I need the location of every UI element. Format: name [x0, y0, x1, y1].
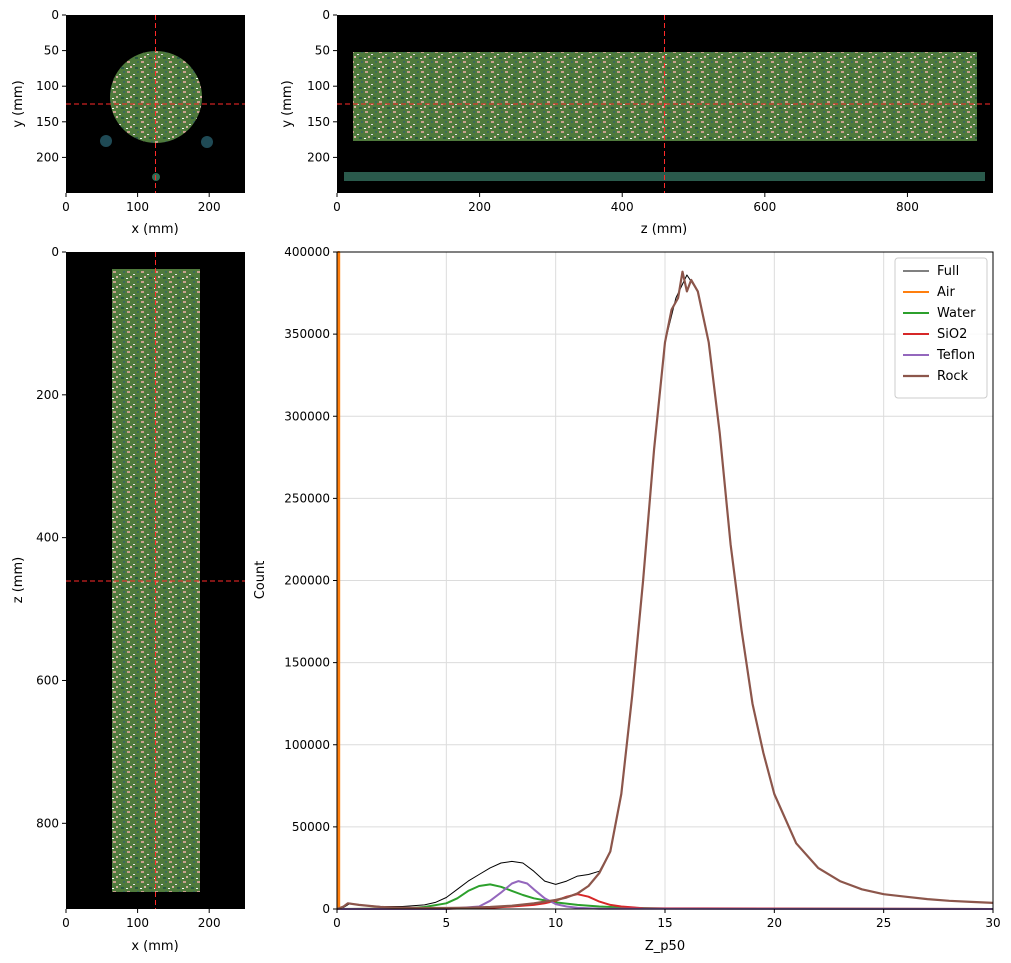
axial-ylabel: y (mm)	[11, 80, 26, 127]
y-tick-label: 200	[36, 150, 59, 164]
y-tick-label: 0	[322, 8, 330, 22]
y-tick-label: 200	[307, 150, 330, 164]
y-tick-label: 600	[36, 673, 59, 687]
y-tick-label: 200000	[284, 574, 330, 588]
x-tick-label: 400	[611, 200, 634, 214]
x-tick-label: 600	[753, 200, 776, 214]
axial-slice-panel: 0 100 200 0 50 100 150 200 x (mm) y (mm)	[11, 8, 245, 237]
x-tick-label: 100	[126, 916, 149, 930]
coronal-ylabel: y (mm)	[280, 80, 295, 127]
series-line-rock	[336, 270, 994, 911]
y-tick-label: 0	[51, 245, 59, 259]
sagittal-ylabel: z (mm)	[11, 557, 26, 603]
axial-xlabel: x (mm)	[131, 222, 178, 237]
y-tick-label: 0	[51, 8, 59, 22]
histogram-xlabel: Z_p50	[645, 939, 685, 954]
y-tick-label: 100000	[284, 738, 330, 752]
x-tick-label: 0	[62, 916, 70, 930]
legend-label: SiO2	[937, 327, 967, 342]
legend-label: Air	[937, 285, 956, 300]
x-tick-label: 200	[198, 200, 221, 214]
x-tick-label: 0	[62, 200, 70, 214]
legend-label: Full	[937, 264, 959, 279]
y-tick-label: 350000	[284, 327, 330, 341]
y-tick-label: 50	[315, 44, 330, 58]
sagittal-xlabel: x (mm)	[131, 939, 178, 954]
x-tick-label: 15	[657, 916, 672, 930]
sagittal-slice-panel: 0 100 200 0 200 400 600 800 x (mm) z (mm)	[11, 245, 245, 954]
x-tick-label: 25	[876, 916, 891, 930]
x-tick-label: 800	[896, 200, 919, 214]
y-tick-label: 50	[44, 44, 59, 58]
y-tick-label: 150000	[284, 656, 330, 670]
legend-label: Water	[937, 306, 976, 321]
y-tick-label: 400	[36, 531, 59, 545]
y-tick-label: 0	[322, 902, 330, 916]
y-tick-label: 150	[307, 115, 330, 129]
series-line-teflon	[337, 880, 994, 910]
legend-label: Rock	[937, 369, 969, 384]
histogram-panel: 0 5 10 15 20 25 30 0 50000 100000 150000 200000 2500…	[253, 245, 1001, 954]
y-tick-label: 150	[36, 115, 59, 129]
x-tick-label: 5	[443, 916, 451, 930]
coronal-slice-panel: 0 200 400 600 800 0 50 100 150 200 z (mm) y (mm)	[280, 8, 993, 237]
coronal-xlabel: z (mm)	[641, 222, 687, 237]
y-tick-label: 300000	[284, 409, 330, 423]
x-tick-label: 100	[126, 200, 149, 214]
x-tick-label: 200	[468, 200, 491, 214]
y-tick-label: 50000	[292, 820, 330, 834]
y-tick-label: 250000	[284, 491, 330, 505]
histogram-ylabel: Count	[253, 561, 268, 600]
series-line-air	[337, 251, 341, 909]
y-tick-label: 400000	[284, 245, 330, 259]
legend-label: Teflon	[936, 348, 975, 363]
axial-phantom-right	[201, 136, 213, 148]
x-tick-label: 20	[767, 916, 782, 930]
y-tick-label: 800	[36, 816, 59, 830]
x-tick-label: 0	[333, 200, 341, 214]
x-tick-label: 200	[198, 916, 221, 930]
legend: Full Air Water SiO2 Teflon Rock	[894, 257, 988, 399]
x-tick-label: 10	[548, 916, 563, 930]
y-tick-label: 200	[36, 388, 59, 402]
y-tick-label: 100	[36, 79, 59, 93]
y-tick-label: 100	[307, 79, 330, 93]
axial-phantom-left	[100, 135, 112, 147]
x-tick-label: 0	[333, 916, 341, 930]
x-tick-label: 30	[985, 916, 1000, 930]
